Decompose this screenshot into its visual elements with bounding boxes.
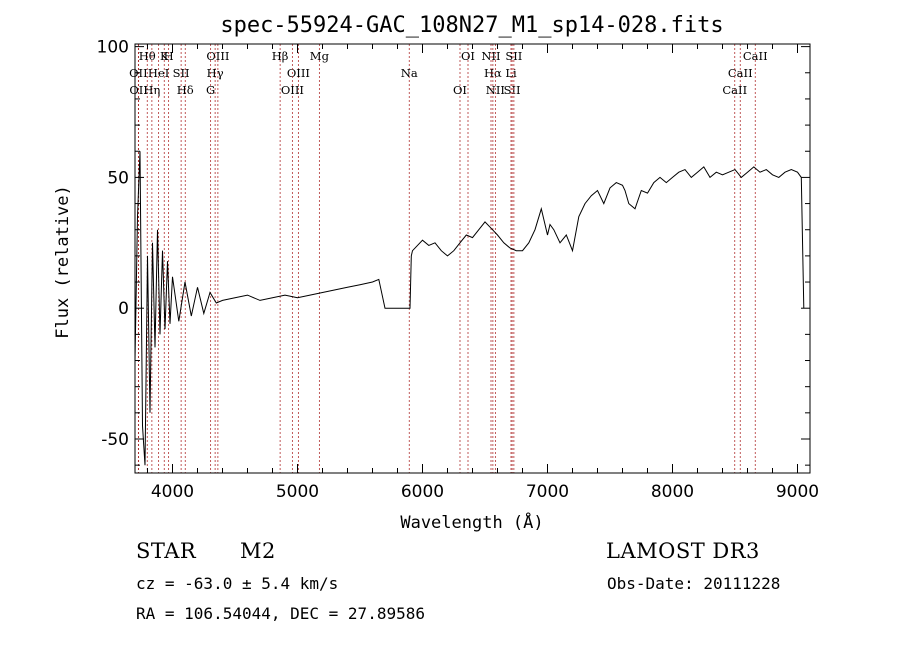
spectral-line-label: SII (504, 83, 521, 97)
spectral-line-label: Mg (310, 49, 330, 63)
spectral-line-label: K (160, 49, 169, 63)
spectral-line-label: H (164, 49, 174, 63)
spectral-line-label: HeI (148, 66, 169, 80)
spectral-line-label: G (206, 83, 215, 97)
x-tick-label: 9000 (776, 482, 819, 502)
x-tick-label: 4000 (151, 482, 194, 502)
y-tick-label: 0 (118, 299, 129, 319)
survey-name: LAMOST DR3 (606, 539, 760, 563)
coordinates: RA = 106.54044, DEC = 27.89586 (136, 604, 425, 623)
spectral-line-label: Hγ (207, 66, 224, 80)
spectral-line-label: OI (461, 49, 475, 63)
x-tick-label: 6000 (401, 482, 444, 502)
spectral-line-label: OII (129, 83, 148, 97)
spectral-line-label: Hθ (139, 49, 156, 63)
x-axis-label: Wavelength (Å) (400, 511, 543, 533)
spectral-line-label: Li (505, 66, 517, 80)
x-tick-label: 5000 (276, 482, 319, 502)
spectral-line-label: NII (481, 49, 500, 63)
y-axis-label: Flux (relative) (53, 185, 73, 339)
axis-ticks: 4000 5000 6000 7000 8000 9000 -50 0 50 100 (97, 38, 820, 502)
y-tick-label: -50 (101, 430, 129, 450)
spectral-line-label: CaII (728, 66, 753, 80)
y-tick-label: 100 (97, 38, 129, 58)
spectral-line-label: OIII (287, 66, 310, 80)
redshift-cz: cz = -63.0 ± 5.4 km/s (136, 574, 339, 593)
spectral-line-label: NII (486, 83, 505, 97)
spectral-line-label: CaII (743, 49, 768, 63)
object-subclass: M2 (240, 539, 276, 563)
spectral-line-label: SII (505, 49, 522, 63)
object-class: STAR (136, 539, 197, 563)
y-tick-label: 50 (107, 168, 129, 188)
spectral-line-label: OI (453, 83, 467, 97)
plot-frame (134, 43, 811, 474)
observation-date: Obs-Date: 20111228 (607, 574, 781, 593)
spectral-line-label: Hα (484, 66, 502, 80)
x-tick-label: 8000 (651, 482, 694, 502)
spectral-line-label: Hη (143, 83, 160, 97)
spectral-line-label: CaII (722, 83, 747, 97)
spectral-line-label: Na (401, 66, 418, 80)
spectral-line-label: OIII (206, 49, 229, 63)
spectral-line-label: SII (173, 66, 190, 80)
spectral-lines: HθOIIOIIKHeIHηHSIIHδOIIIHγGHβOIIIOIIIMgN… (129, 44, 768, 473)
chart-title: spec-55924-GAC_108N27_M1_sp14-028.fits (220, 13, 723, 38)
flux-series-line (134, 151, 805, 466)
spectral-line-label: Hβ (272, 49, 289, 63)
spectral-line-label: Hδ (177, 83, 194, 97)
spectral-line-label: OIII (281, 83, 304, 97)
x-tick-label: 7000 (526, 482, 569, 502)
